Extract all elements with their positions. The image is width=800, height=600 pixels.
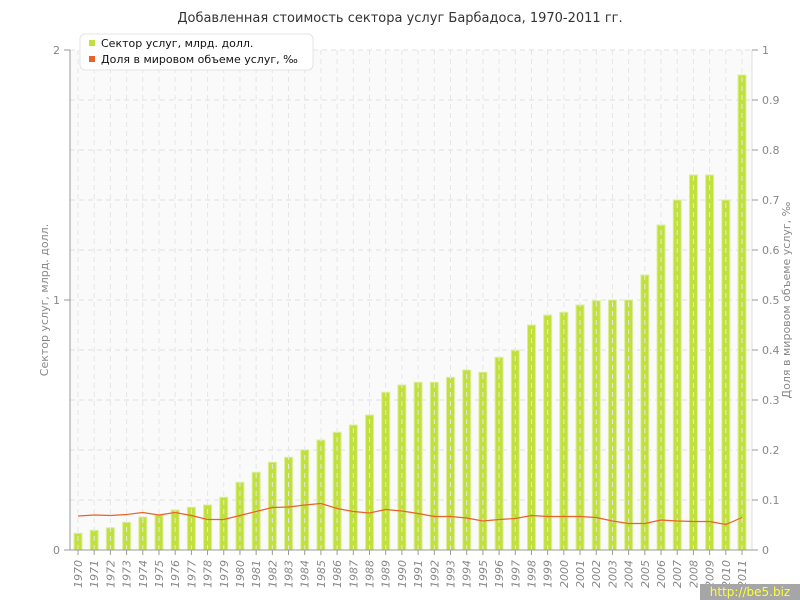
y-tick-label-right: 0.3 (762, 394, 780, 407)
y-tick-label-right: 1 (762, 44, 769, 57)
watermark[interactable]: http://be5.biz (700, 584, 800, 600)
x-tick-label: 1991 (412, 560, 425, 588)
y-tick-label-right: 0 (762, 544, 769, 557)
x-tick-label: 1983 (283, 560, 296, 588)
x-tick-label: 1975 (153, 560, 166, 588)
y-tick-label-right: 0.8 (762, 144, 780, 157)
legend-box (79, 33, 314, 71)
chart-title: Добавленная стоимость сектора услуг Барб… (177, 11, 622, 26)
y-tick-label-left: 0 (53, 544, 60, 557)
y-tick-label-right: 0.2 (762, 444, 780, 457)
y-tick-label-right: 0.7 (762, 194, 780, 207)
y-tick-label-right: 0.9 (762, 94, 780, 107)
y-axis-left-label: Сектор услуг, млрд. долл. (38, 224, 51, 376)
x-tick-label: 1979 (218, 560, 231, 588)
legend-label-bar: Сектор услуг, млрд. долл. (101, 37, 253, 50)
x-tick-label: 1970 (72, 560, 85, 588)
x-tick-label: 2003 (606, 560, 619, 588)
x-tick-label: 1987 (347, 560, 360, 588)
x-tick-label: 1992 (428, 560, 441, 588)
y-axis-right-label: Доля в мировом объеме услуг, ‰ (780, 201, 793, 398)
x-tick-label: 1993 (444, 560, 457, 588)
x-tick-label: 1989 (380, 560, 393, 588)
legend-swatch-line (89, 56, 95, 62)
axes: 0 1 2 0 0.1 0.2 0.3 0.4 0.5 0.6 0.7 0.8 0.9 1 1970 1971… (53, 44, 780, 588)
y-tick-label-right: 0.5 (762, 294, 780, 307)
x-tick-label: 1988 (364, 560, 377, 588)
x-tick-label: 2010 (720, 560, 733, 588)
legend-swatch-bar (89, 40, 95, 46)
y-tick-label-right: 0.1 (762, 494, 780, 507)
x-tick-label: 2004 (623, 560, 636, 588)
x-tick-label: 1994 (461, 560, 474, 588)
x-tick-label: 2007 (671, 560, 684, 588)
x-tick-label: 2011 (736, 560, 749, 588)
x-tick-label: 1998 (525, 560, 538, 588)
x-tick-label: 1977 (185, 560, 198, 588)
bar (381, 391, 391, 551)
bar (478, 371, 488, 551)
x-tick-label: 1996 (493, 560, 506, 588)
x-tick-label: 1990 (396, 560, 409, 588)
x-tick-label: 2006 (655, 560, 668, 588)
x-tick-label: 2000 (558, 560, 571, 588)
x-tick-label: 1995 (477, 560, 490, 588)
x-tick-label: 1986 (331, 560, 344, 588)
grid (70, 49, 752, 501)
x-tick-label: 1973 (121, 560, 134, 588)
x-tick-label: 1981 (250, 560, 263, 588)
y-tick-label-right: 0.6 (762, 244, 780, 257)
x-tick-label: 1971 (88, 560, 101, 588)
x-tick-label: 2005 (639, 560, 652, 588)
x-tick-label: 1976 (169, 560, 182, 588)
x-tick-label: 2001 (574, 560, 587, 588)
x-tick-label: 1999 (542, 560, 555, 588)
y-tick-label-left: 2 (53, 44, 60, 57)
x-tick-label: 1997 (509, 560, 522, 588)
x-tick-label: 2009 (704, 560, 717, 588)
y-tick-label-right: 0.4 (762, 344, 780, 357)
x-tick-label: 2002 (590, 560, 603, 588)
x-tick-label: 2008 (687, 560, 700, 588)
series-line (77, 502, 743, 526)
x-tick-label: 1974 (137, 560, 150, 588)
x-tick-label: 1984 (299, 560, 312, 588)
legend: Сектор услуг, млрд. долл. Доля в мировом… (79, 33, 314, 71)
vertical-grid (77, 50, 743, 550)
bar (219, 496, 229, 551)
y-tick-label-left: 1 (53, 294, 60, 307)
x-tick-label: 1980 (234, 560, 247, 588)
x-tick-label: 1972 (104, 560, 117, 588)
x-tick-label: 1985 (315, 560, 328, 588)
legend-label-line: Доля в мировом объеме услуг, ‰ (101, 53, 298, 66)
x-tick-label: 1978 (202, 560, 215, 588)
x-tick-label: 1982 (266, 560, 279, 588)
